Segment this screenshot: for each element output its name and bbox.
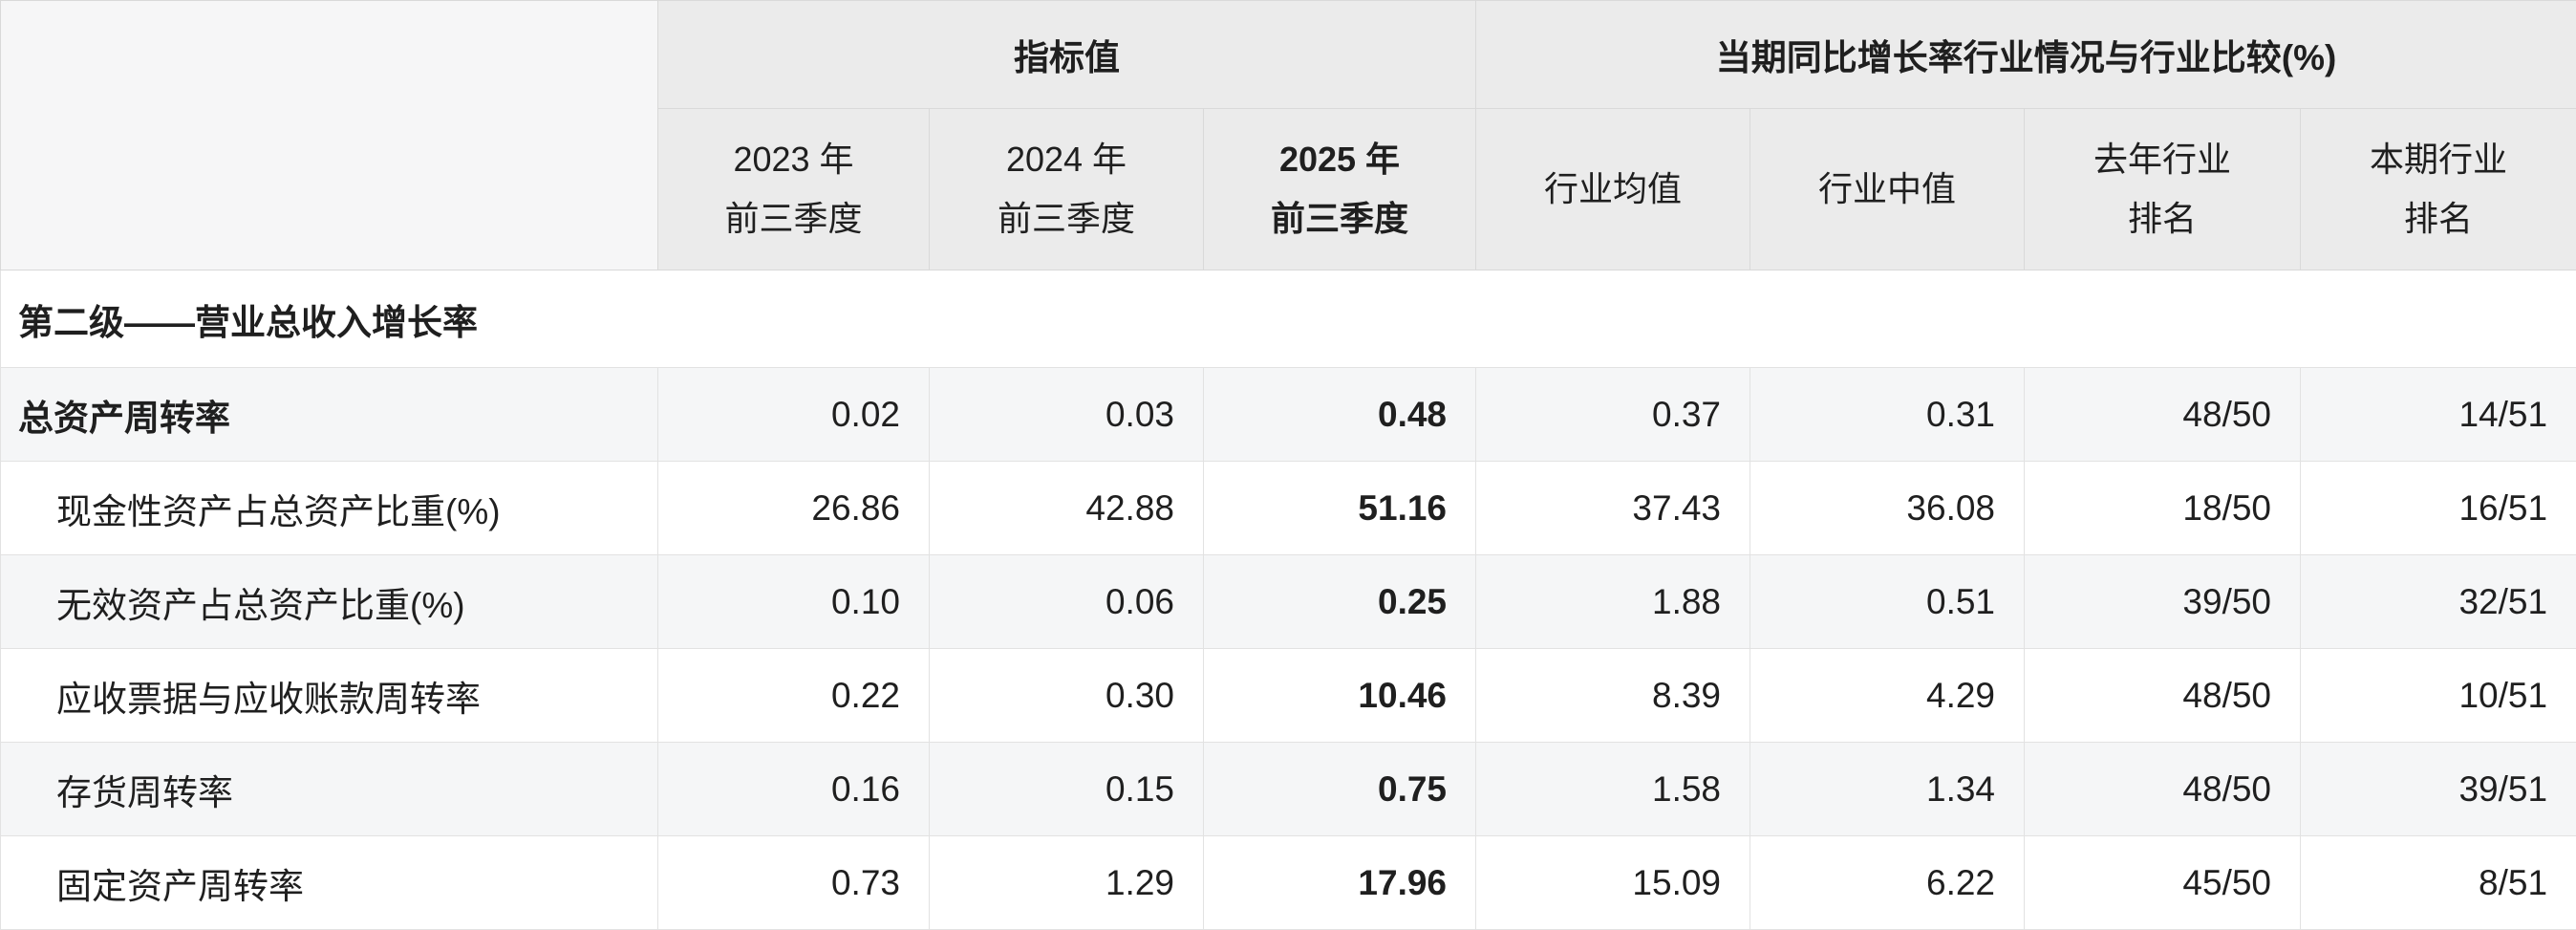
col-header-2024-q3: 2024 年 前三季度 [929,108,1204,270]
row-label: 应收票据与应收账款周转率 [0,648,658,743]
col-header-2025-q3: 2025 年 前三季度 [1202,108,1477,270]
value-cell: 0.02 [657,367,930,462]
value-cell: 0.03 [929,367,1204,462]
value-cell: 14/51 [2300,367,2576,462]
value-cell: 51.16 [1202,461,1477,555]
table-row: 固定资产周转率 0.73 1.29 17.96 15.09 6.22 45/50… [0,835,2576,930]
table-corner-cell [0,0,658,270]
col-header-line: 2025 年 [1278,140,1401,180]
col-header-line: 前三季度 [724,199,863,238]
col-header-industry-median: 行业中值 [1750,108,2026,270]
col-header-lastyear-rank: 去年行业 排名 [2024,108,2302,270]
col-header-current-rank: 本期行业 排名 [2300,108,2576,270]
group-header-indicator-values: 指标值 [656,0,1477,109]
value-cell: 39/50 [2024,554,2302,649]
value-cell: 0.25 [1202,554,1477,649]
value-cell: 15.09 [1475,835,1751,930]
row-label: 存货周转率 [0,742,658,836]
section-title: 第二级——营业总收入增长率 [0,270,2576,368]
value-cell: 0.73 [657,835,930,930]
value-cell: 0.31 [1750,367,2026,462]
table-row: 现金性资产占总资产比重(%) 26.86 42.88 51.16 37.43 3… [0,461,2576,555]
table-row: 无效资产占总资产比重(%) 0.10 0.06 0.25 1.88 0.51 3… [0,554,2576,649]
value-cell: 37.43 [1475,461,1751,555]
col-header-line: 行业中值 [1818,169,1957,209]
value-cell: 1.58 [1475,742,1751,836]
table-row: 存货周转率 0.16 0.15 0.75 1.58 1.34 48/50 39/… [0,742,2576,836]
value-cell: 6.22 [1750,835,2026,930]
col-header-line: 去年行业 [2093,140,2232,180]
value-cell: 8/51 [2300,835,2576,930]
value-cell: 39/51 [2300,742,2576,836]
value-cell: 42.88 [929,461,1204,555]
group-header-industry-comparison: 当期同比增长率行业情况与行业比较(%) [1475,0,2576,109]
value-cell: 8.39 [1475,648,1751,743]
value-cell: 1.88 [1475,554,1751,649]
value-cell: 48/50 [2024,648,2302,743]
value-cell: 45/50 [2024,835,2302,930]
value-cell: 26.86 [657,461,930,555]
value-cell: 1.34 [1750,742,2026,836]
header-column-row: 2023 年 前三季度 2024 年 前三季度 2025 年 前三季度 行业均值… [1,108,2576,270]
value-cell: 16/51 [2300,461,2576,555]
col-header-line: 前三季度 [1271,199,1409,238]
table-row: 应收票据与应收账款周转率 0.22 0.30 10.46 8.39 4.29 4… [0,648,2576,743]
col-header-line: 排名 [2404,199,2474,238]
row-label: 无效资产占总资产比重(%) [0,554,658,649]
value-cell: 4.29 [1750,648,2026,743]
value-cell: 36.08 [1750,461,2026,555]
value-cell: 0.15 [929,742,1204,836]
header-group-row: 指标值 当期同比增长率行业情况与行业比较(%) [0,0,2576,270]
col-header-industry-mean: 行业均值 [1475,108,1751,270]
value-cell: 0.10 [657,554,930,649]
value-cell: 48/50 [2024,367,2302,462]
value-cell: 48/50 [2024,742,2302,836]
value-cell: 0.22 [657,648,930,743]
value-cell: 17.96 [1202,835,1477,930]
value-cell: 10.46 [1202,648,1477,743]
value-cell: 0.51 [1750,554,2026,649]
value-cell: 10/51 [2300,648,2576,743]
value-cell: 0.16 [657,742,930,836]
col-header-line: 2023 年 [733,140,854,180]
value-cell: 18/50 [2024,461,2302,555]
value-cell: 32/51 [2300,554,2576,649]
col-header-line: 本期行业 [2370,140,2508,180]
row-label: 总资产周转率 [0,367,658,462]
col-header-line: 排名 [2128,199,2198,238]
col-header-line: 行业均值 [1544,169,1683,209]
row-label: 固定资产周转率 [0,835,658,930]
table-row: 总资产周转率 0.02 0.03 0.48 0.37 0.31 48/50 14… [0,367,2576,462]
value-cell: 0.06 [929,554,1204,649]
row-label: 现金性资产占总资产比重(%) [0,461,658,555]
col-header-line: 2024 年 [1005,140,1127,180]
value-cell: 0.30 [929,648,1204,743]
value-cell: 1.29 [929,835,1204,930]
col-header-line: 前三季度 [997,199,1135,238]
value-cell: 0.37 [1475,367,1751,462]
value-cell: 0.48 [1202,367,1477,462]
col-header-2023-q3: 2023 年 前三季度 [657,108,930,270]
value-cell: 0.75 [1202,742,1477,836]
section-header-row: 第二级——营业总收入增长率 [0,270,2576,368]
